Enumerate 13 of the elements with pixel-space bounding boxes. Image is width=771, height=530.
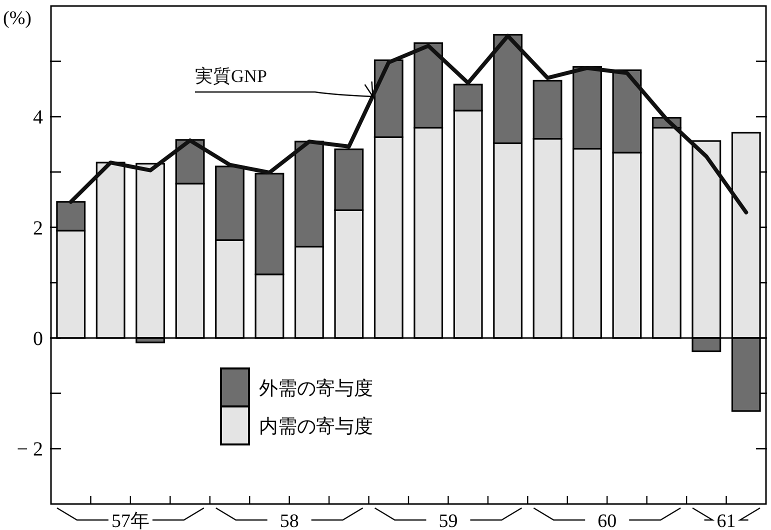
text: 59 bbox=[438, 511, 458, 530]
y-axis-title: (%) bbox=[3, 8, 32, 29]
text: 60 bbox=[598, 511, 617, 530]
y-tick-label: − 2 bbox=[16, 438, 43, 461]
y-tick-label: 4 bbox=[33, 106, 43, 129]
y-tick-label: 0 bbox=[33, 328, 43, 350]
legend-label: 内需の寄与度 bbox=[259, 415, 373, 438]
y-tick-label: 2 bbox=[33, 217, 43, 240]
text: 57年 bbox=[111, 511, 150, 530]
text: 実質GNP bbox=[195, 66, 268, 86]
text: 61 bbox=[716, 511, 736, 530]
text: 58 bbox=[280, 511, 299, 530]
legend-label: 外需の寄与度 bbox=[259, 377, 373, 400]
